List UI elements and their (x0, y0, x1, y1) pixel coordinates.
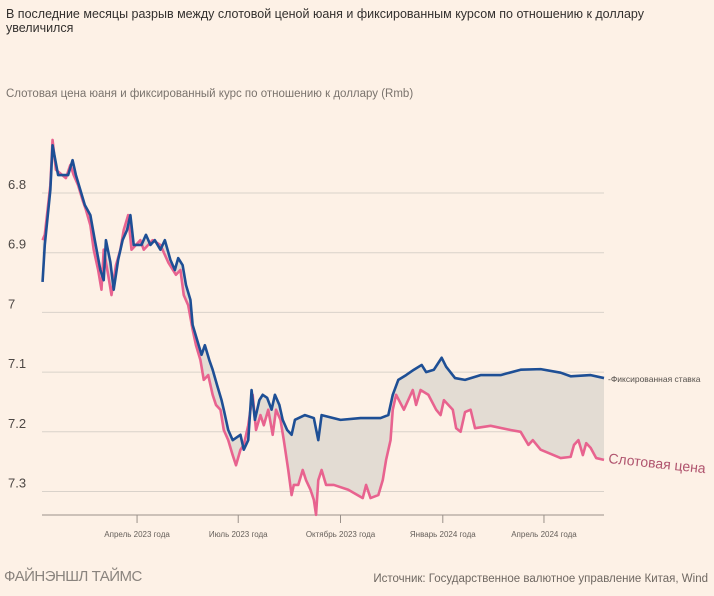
fixed-rate-label: -Фиксированная ставка (608, 374, 701, 384)
gap-area (42, 139, 604, 515)
chart-headline: В последние месяцы разрыв между слотовой… (6, 7, 644, 35)
y-tick-label: 7.3 (8, 476, 26, 491)
series-lines (41, 138, 605, 517)
x-tick-label: Январь 2024 года (410, 530, 476, 539)
y-axis-labels: 6.8 6.9 7 7.1 7.2 7.3 (8, 177, 26, 491)
chart-subtitle: Слотовая цена юаня и фиксированный курс … (6, 88, 414, 100)
spot-price-label: Слотовая цена (608, 450, 707, 476)
x-tick-label: Октябрь 2023 года (306, 530, 376, 539)
y-tick-label: 7 (8, 296, 15, 311)
y-tick-label: 6.8 (8, 177, 26, 192)
x-tick-label: Июль 2023 года (209, 530, 268, 539)
source-note: Источник: Государственное валютное управ… (373, 573, 708, 585)
y-tick-label: 7.2 (8, 416, 26, 431)
y-tick-label: 6.9 (8, 237, 26, 252)
x-tick-label: Апрель 2024 года (511, 530, 577, 539)
fixed-rate-line (41, 143, 605, 452)
y-tick-label: 7.1 (8, 356, 26, 371)
x-axis-ticks: Апрель 2023 года Июль 2023 года Октябрь 20… (104, 515, 577, 539)
spot-price-line (41, 138, 605, 517)
x-tick-label: Апрель 2023 года (104, 530, 170, 539)
ft-logo: ФАЙНЭНШЛ ТАЙМС (4, 568, 142, 585)
